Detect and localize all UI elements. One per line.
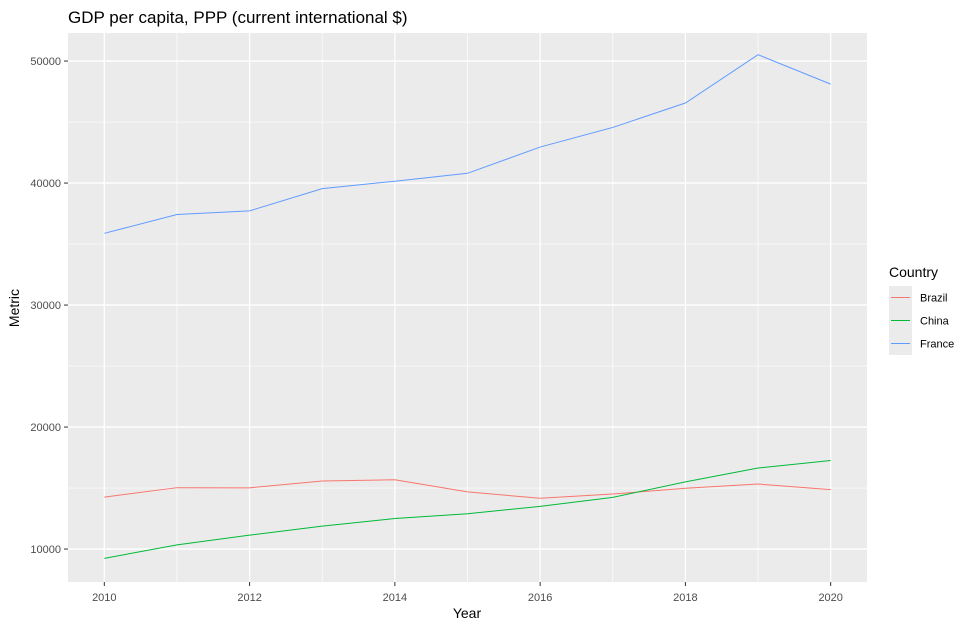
- y-tick-label: 20000: [30, 422, 61, 434]
- legend-label-china: China: [920, 316, 950, 328]
- y-axis-title: Metric: [6, 289, 22, 327]
- y-tick-label: 30000: [30, 300, 61, 312]
- series-line-brazil: [104, 479, 831, 499]
- series-lines: [104, 54, 831, 559]
- series-line-china: [104, 459, 831, 559]
- x-tick-label: 2020: [818, 592, 842, 604]
- series-line-france: [104, 54, 831, 234]
- y-tick-label: 10000: [30, 544, 61, 556]
- x-axis-ticks: 2010 2012 2014 2016 2018 2020: [92, 582, 843, 604]
- y-axis-ticks: 10000 20000 30000 40000 50000: [30, 56, 68, 556]
- y-tick-label: 50000: [30, 56, 61, 68]
- x-tick-label: 2016: [528, 592, 552, 604]
- x-tick-label: 2018: [673, 592, 697, 604]
- x-tick-label: 2012: [237, 592, 261, 604]
- x-axis-title: Year: [453, 605, 482, 621]
- legend-label-france: France: [920, 339, 954, 351]
- x-tick-label: 2014: [383, 592, 407, 604]
- legend-title: Country: [889, 264, 938, 280]
- legend: Country Brazil China France: [889, 264, 954, 355]
- major-gridlines: [68, 33, 867, 582]
- chart-title: GDP per capita, PPP (current internation…: [68, 8, 408, 27]
- legend-label-brazil: Brazil: [920, 293, 948, 305]
- x-tick-label: 2010: [92, 592, 116, 604]
- minor-gridlines: [68, 33, 867, 582]
- y-tick-label: 40000: [30, 178, 61, 190]
